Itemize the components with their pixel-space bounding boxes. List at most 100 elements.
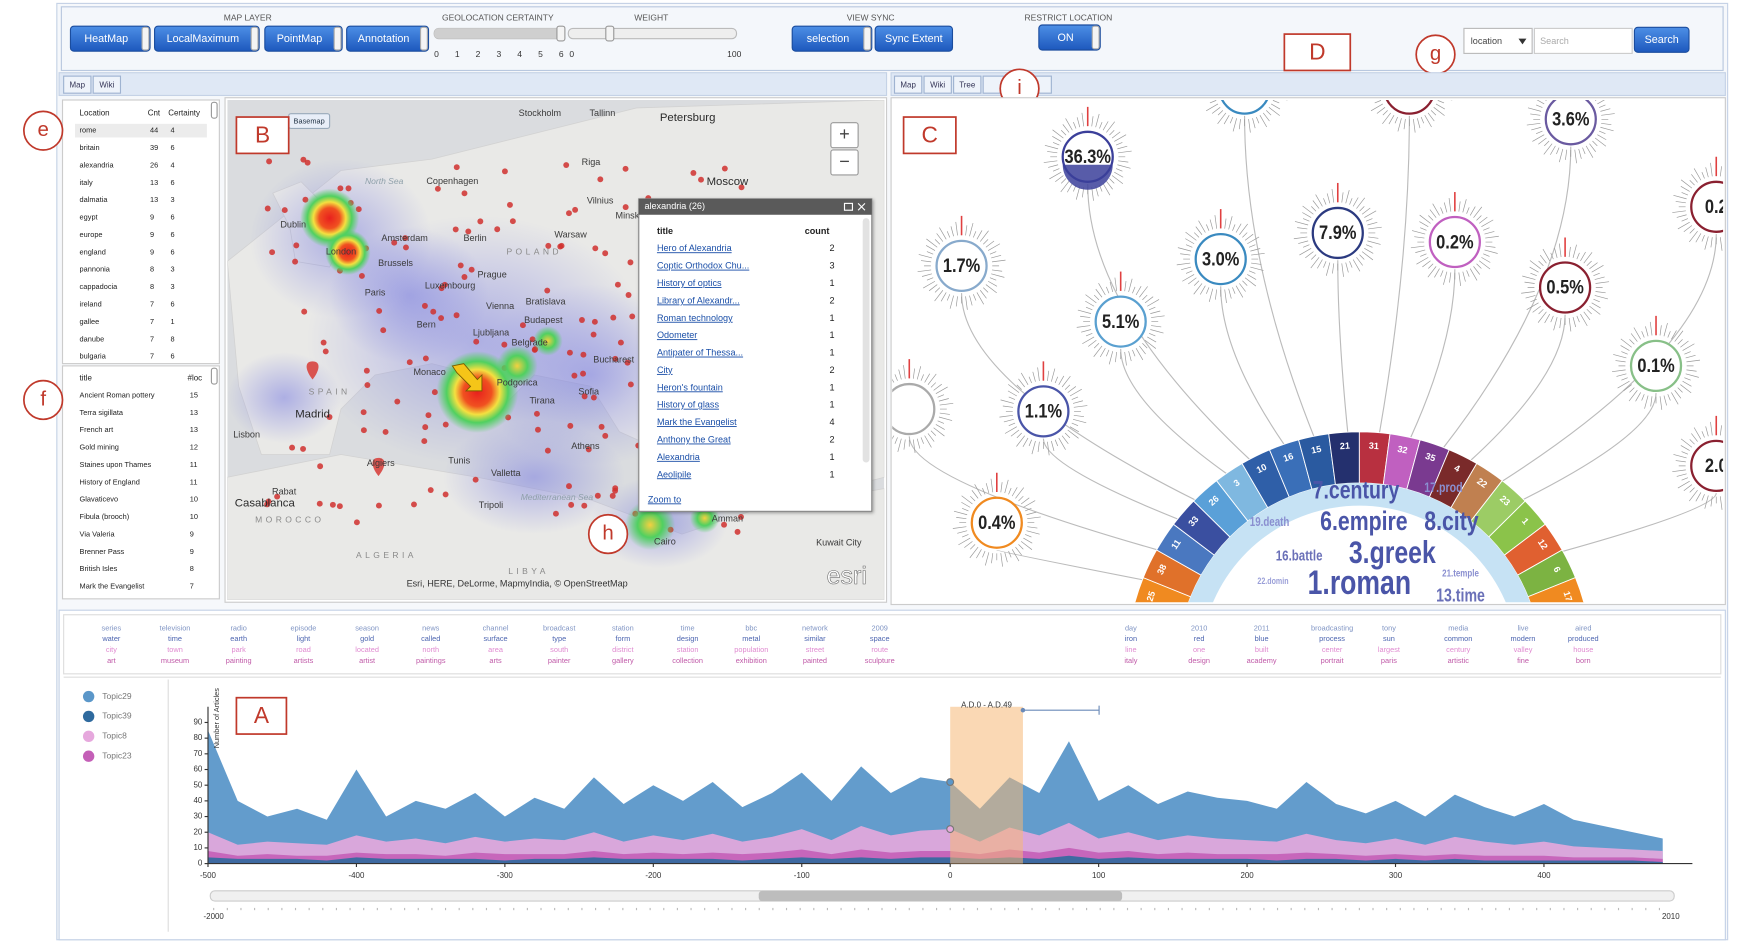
topic-node[interactable]: 0.4% xyxy=(952,472,1041,567)
table-row[interactable]: england 9 6 xyxy=(80,247,175,256)
popup-row[interactable]: History of optics 1 xyxy=(657,278,835,288)
button[interactable]: Search xyxy=(1633,26,1690,53)
popup-row[interactable]: Hero of Alexandria 2 xyxy=(657,243,835,253)
basemap-button[interactable]: Basemap xyxy=(288,113,331,129)
zoom-to-link[interactable]: Zoom to xyxy=(648,494,681,504)
article-link[interactable]: Anthony the Great xyxy=(657,434,731,444)
legend-item[interactable]: Topic23 xyxy=(82,750,132,762)
legend-item[interactable]: Topic29 xyxy=(82,691,132,703)
article-link[interactable]: Mark the Evangelist xyxy=(657,417,737,427)
topic-node[interactable]: 2.0 xyxy=(1672,415,1760,510)
article-link[interactable]: History of glass xyxy=(657,400,720,410)
topic-node[interactable]: 1.1% xyxy=(999,361,1088,456)
topic-node[interactable]: 0.2% xyxy=(1410,192,1499,287)
button[interactable]: selection xyxy=(791,25,873,52)
article-link[interactable]: Heron's fountain xyxy=(657,382,723,392)
button[interactable]: PointMap xyxy=(264,25,343,52)
table-row[interactable]: Brenner Pass 9 xyxy=(80,547,194,556)
button[interactable]: LocalMaximum xyxy=(154,25,260,52)
table-row[interactable]: Gold mining 12 xyxy=(80,443,198,452)
button[interactable]: Sync Extent xyxy=(874,25,954,52)
topic-node[interactable]: 0.2 xyxy=(1672,156,1760,251)
topic-node[interactable] xyxy=(1365,39,1453,133)
topic-node[interactable]: 1.7% xyxy=(917,215,1006,310)
popup-row[interactable]: History of glass 1 xyxy=(657,400,835,410)
table-row[interactable]: Terra sigillata 13 xyxy=(80,408,198,417)
popup-row[interactable]: Coptic Orthodox Chu... 3 xyxy=(657,261,835,271)
article-link[interactable]: City xyxy=(657,365,673,375)
table-row[interactable]: europe 9 6 xyxy=(80,230,175,239)
popup-row[interactable]: City 2 xyxy=(657,365,835,375)
table-row[interactable]: danube 7 8 xyxy=(80,334,175,343)
zoom-button[interactable]: − xyxy=(830,149,859,176)
table-row[interactable]: Via Valeria 9 xyxy=(80,529,194,538)
table-row[interactable]: British Isles 8 xyxy=(80,564,194,573)
topic-node[interactable]: 3.6% xyxy=(1526,69,1615,164)
article-link[interactable]: Hero of Alexandria xyxy=(657,243,733,253)
topic-node[interactable] xyxy=(865,359,954,454)
legend-item[interactable]: Topic8 xyxy=(82,731,127,743)
table-row[interactable]: Ancient Roman pottery 15 xyxy=(80,390,198,399)
table-row[interactable]: Staines upon Thames 11 xyxy=(80,460,198,469)
table-row[interactable]: gallee 7 1 xyxy=(80,317,175,326)
tab[interactable]: Map xyxy=(63,75,92,94)
topic-node[interactable]: 3.0% xyxy=(1176,209,1265,304)
article-link[interactable]: Library of Alexandr... xyxy=(657,295,740,305)
table-row[interactable]: ireland 7 6 xyxy=(80,299,175,308)
search-field[interactable]: location xyxy=(1463,27,1533,54)
tab[interactable]: Wiki xyxy=(923,75,952,94)
search-input[interactable]: Search xyxy=(1533,27,1633,54)
topic-node[interactable]: 5.1% xyxy=(1076,271,1165,366)
tab[interactable]: Tree xyxy=(953,75,982,94)
article-link[interactable]: History of optics xyxy=(657,278,722,288)
article-link[interactable]: Alexandria xyxy=(657,452,701,462)
overview-window[interactable] xyxy=(758,890,1123,902)
table-row[interactable]: italy 13 6 xyxy=(80,178,175,187)
article-link[interactable]: Antipater of Thessa... xyxy=(657,348,743,358)
popup-close[interactable] xyxy=(857,202,866,211)
annotation-marker[interactable] xyxy=(306,361,319,380)
article-link[interactable]: Aeolipile xyxy=(657,469,691,479)
popup-row[interactable]: Anthony the Great 2 xyxy=(657,434,835,444)
table-row[interactable]: cappadocia 8 3 xyxy=(80,282,175,291)
topic-node[interactable]: 0.1% xyxy=(1612,315,1701,410)
slider-handle[interactable] xyxy=(556,25,566,42)
table-row[interactable]: History of England 11 xyxy=(80,477,198,486)
table-row[interactable]: egypt 9 6 xyxy=(80,213,175,222)
table-row[interactable]: dalmatia 13 3 xyxy=(80,195,175,204)
table-row[interactable]: French art 13 xyxy=(80,425,198,434)
tab[interactable]: Wiki xyxy=(92,75,122,94)
button[interactable]: ON xyxy=(1038,24,1101,51)
table-row[interactable]: rome 44 4 xyxy=(75,123,207,138)
popup-row[interactable]: Roman technology 1 xyxy=(657,313,835,323)
table-row[interactable]: britain 39 6 xyxy=(80,143,175,152)
zoom-button[interactable]: + xyxy=(830,122,859,149)
article-link[interactable]: Coptic Orthodox Chu... xyxy=(657,261,749,271)
tab[interactable]: Map xyxy=(893,75,923,94)
map-panel[interactable]: Stockholm Tallinn Petersburg Riga Moscow Cope… xyxy=(224,97,888,603)
article-link[interactable]: Roman technology xyxy=(657,313,733,323)
table-row[interactable]: bulgaria 7 6 xyxy=(80,352,175,361)
button[interactable]: HeatMap xyxy=(69,25,151,52)
table-row[interactable]: Fibula (brooch) 10 xyxy=(80,512,198,521)
popup-row[interactable]: Antipater of Thessa... 1 xyxy=(657,348,835,358)
topic-node[interactable]: 7.9% xyxy=(1293,182,1382,277)
legend-item[interactable]: Topic39 xyxy=(82,711,132,723)
table-row[interactable]: pannonia 8 3 xyxy=(80,265,175,274)
topic-node[interactable] xyxy=(1201,39,1289,133)
button[interactable]: Annotation xyxy=(346,25,430,52)
time-selection[interactable] xyxy=(950,706,1023,864)
popup-row[interactable]: Alexandria 1 xyxy=(657,452,835,462)
popup-row[interactable]: Mark the Evangelist 4 xyxy=(657,417,835,427)
article-link[interactable]: Odometer xyxy=(657,330,697,340)
popup-maximize[interactable] xyxy=(843,202,854,211)
slider-handle[interactable] xyxy=(605,25,615,42)
popup-row[interactable]: Heron's fountain 1 xyxy=(657,382,835,392)
popup-row[interactable]: Odometer 1 xyxy=(657,330,835,340)
popup-row[interactable]: Aeolipile 1 xyxy=(657,469,835,479)
slider-track[interactable] xyxy=(567,27,738,40)
table-row[interactable]: Glavaticevo 10 xyxy=(80,495,198,504)
topic-node[interactable]: 0.5% xyxy=(1521,237,1610,332)
table-row[interactable]: Mark the Evangelist 7 xyxy=(80,582,194,591)
table-row[interactable]: alexandria 26 4 xyxy=(80,160,175,169)
